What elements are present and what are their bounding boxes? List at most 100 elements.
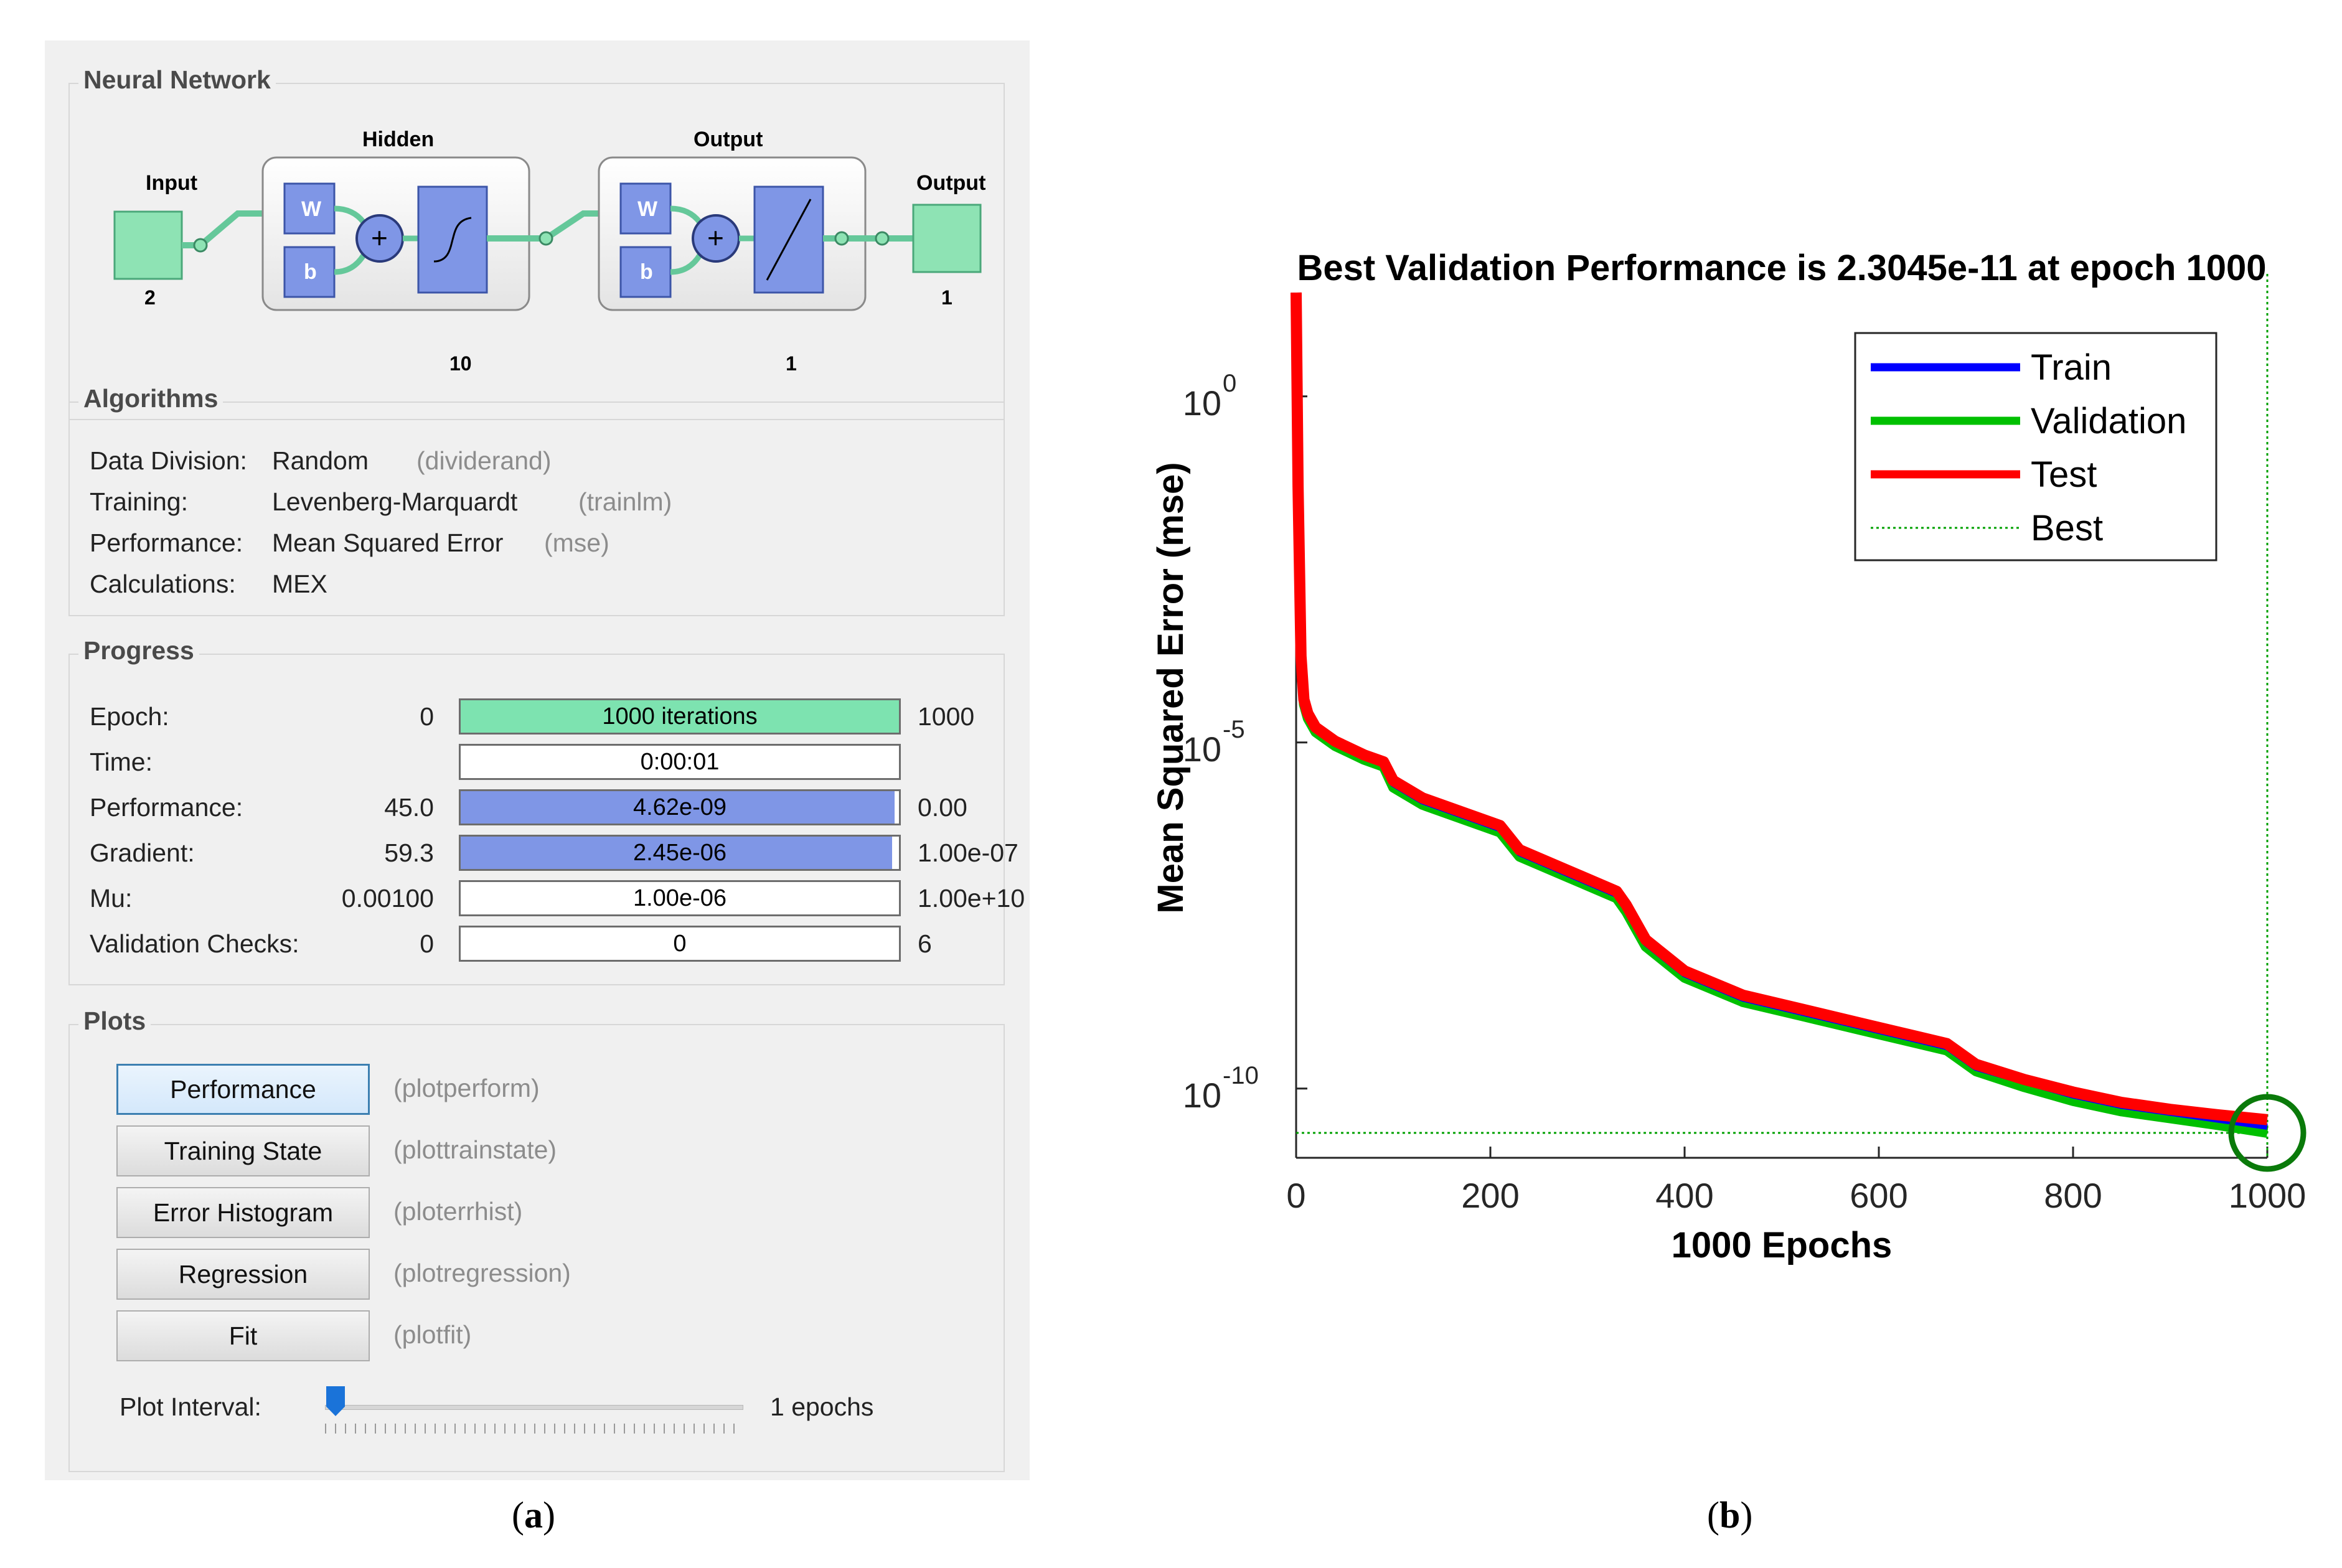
hidden-size: 10 xyxy=(449,352,472,375)
caption-b-close: ) xyxy=(1740,1495,1753,1536)
plot-function-name: (ploterrhist) xyxy=(393,1197,523,1226)
progress-group: Progress Epoch: 0 1000 iterations 1000 Time:… xyxy=(68,636,1025,985)
x-tick-label: 0 xyxy=(1286,1176,1305,1215)
plot-error-histogram-button[interactable]: Error Histogram xyxy=(116,1187,370,1238)
plot-regression-button[interactable]: Regression xyxy=(116,1249,370,1300)
y-axis-label: Mean Squared Error (mse) xyxy=(1150,462,1191,913)
x-tick-label: 400 xyxy=(1655,1176,1713,1215)
progress-current-value: 0:00:01 xyxy=(640,749,720,775)
plots-group: Plots Performance (plotperform) Training S… xyxy=(68,1007,1005,1472)
plot-training-state-button[interactable]: Training State xyxy=(116,1125,370,1176)
progress-bar: 4.62e-09 xyxy=(459,789,901,825)
progress-end-value: 0.00 xyxy=(918,793,967,822)
algorithm-label: Training: xyxy=(90,487,188,516)
plot-interval-slider-thumb[interactable] xyxy=(326,1386,345,1416)
series-line-test xyxy=(1291,292,2268,1125)
caption-a-open: ( xyxy=(512,1495,524,1536)
plot-interval-slider-track[interactable] xyxy=(325,1405,743,1410)
output-node xyxy=(912,204,982,273)
algorithm-label: Performance: xyxy=(90,528,243,557)
plot-interval-slider-ticks xyxy=(325,1424,742,1434)
caption-b: (b) xyxy=(1707,1494,1752,1537)
progress-bar-fill xyxy=(461,837,893,869)
progress-end-value: 1000 xyxy=(918,702,975,731)
plot-function-name: (plotregression) xyxy=(393,1259,571,1287)
progress-bar: 1.00e-06 xyxy=(459,880,901,916)
progress-current-value: 1.00e-06 xyxy=(633,885,727,911)
plot-function-name: (plotperform) xyxy=(393,1074,540,1102)
x-tick-label: 1000 xyxy=(2229,1176,2307,1215)
progress-current-value: 2.45e-06 xyxy=(633,840,727,866)
x-tick-label: 200 xyxy=(1461,1176,1519,1215)
output-junction-1 xyxy=(834,231,849,246)
y-tick-base: 10 xyxy=(1183,1076,1221,1115)
progress-bar: 1000 iterations xyxy=(459,698,901,735)
legend-label: Best xyxy=(2031,508,2103,548)
progress-bar: 0 xyxy=(459,926,901,962)
caption-a-close: ) xyxy=(542,1495,555,1536)
legend-label: Validation xyxy=(2031,401,2186,441)
hidden-bias-symbol: b xyxy=(304,260,317,284)
progress-start-value: 0 xyxy=(420,702,434,731)
y-tick-exponent: -5 xyxy=(1223,716,1245,743)
progress-bar: 0:00:01 xyxy=(459,744,901,780)
algorithm-label: Data Division: xyxy=(90,446,247,475)
algorithm-label: Calculations: xyxy=(90,570,236,598)
purelin-line xyxy=(766,199,812,281)
algorithms-group: Algorithms Data Division: Random (dividera… xyxy=(68,384,1005,616)
hidden-sum-symbol: + xyxy=(371,222,388,254)
algorithm-value: Mean Squared Error xyxy=(272,528,504,557)
plot-performance-button[interactable]: Performance xyxy=(116,1064,370,1115)
progress-current-value: 4.62e-09 xyxy=(633,794,727,820)
output-layer-label: Output xyxy=(694,128,763,151)
output-size: 1 xyxy=(941,286,952,309)
progress-start-value: 0 xyxy=(420,929,434,958)
output-bias-symbol: b xyxy=(640,260,653,284)
progress-label: Validation Checks: xyxy=(90,929,299,958)
algorithm-value: Random xyxy=(272,446,369,475)
plot-function-name: (plotfit) xyxy=(393,1320,472,1349)
progress-bar-fill xyxy=(461,791,895,824)
plot-fit-button[interactable]: Fit xyxy=(116,1310,370,1361)
legend-label: Train xyxy=(2031,347,2112,388)
progress-end-value: 1.00e-07 xyxy=(918,838,1018,867)
progress-start-value: 45.0 xyxy=(384,793,434,822)
output-layer-size: 1 xyxy=(786,352,797,375)
progress-start-value: 59.3 xyxy=(384,838,434,867)
y-tick-exponent: -10 xyxy=(1223,1062,1259,1089)
tansig-curve xyxy=(433,217,472,263)
output-sum-symbol: + xyxy=(707,222,724,254)
x-tick-label: 600 xyxy=(1850,1176,1907,1215)
x-tick-label: 800 xyxy=(2044,1176,2102,1215)
caption-a-letter: a xyxy=(524,1495,543,1536)
algorithm-value: Levenberg-Marquardt xyxy=(272,487,518,516)
y-tick-base: 10 xyxy=(1183,383,1221,423)
input-node xyxy=(113,210,183,280)
progress-bar: 2.45e-06 xyxy=(459,835,901,871)
progress-end-value: 1.00e+10 xyxy=(918,884,1025,913)
best-marker-circle xyxy=(2228,1094,2307,1172)
network-diagram: Input 2 Hidden W b + 10 Output xyxy=(113,128,985,375)
progress-bar-fill xyxy=(461,700,899,733)
plot-function-name: (plottrainstate) xyxy=(393,1135,557,1164)
hidden-bias-block xyxy=(283,246,336,298)
chart-title: Best Validation Performance is 2.3045e-1… xyxy=(1297,248,2266,288)
nntraintool-window: Neural Network Input 2 Hidden W b + xyxy=(45,40,1030,1480)
hidden-junction xyxy=(538,231,553,246)
hidden-sum-links xyxy=(334,205,366,275)
progress-label: Gradient: xyxy=(90,838,195,867)
caption-b-letter: b xyxy=(1719,1495,1741,1536)
output-sum-links xyxy=(670,205,702,275)
progress-end-value: 6 xyxy=(918,929,932,958)
x-axis-label: 1000 Epochs xyxy=(1672,1225,1893,1265)
algorithm-value: MEX xyxy=(272,570,327,598)
plot-interval-label: Plot Interval: xyxy=(120,1392,261,1421)
algorithms-title: Algorithms xyxy=(78,384,223,413)
progress-label: Performance: xyxy=(90,793,243,822)
progress-title: Progress xyxy=(78,636,199,665)
input-junction xyxy=(193,238,208,253)
input-size: 2 xyxy=(144,286,156,309)
progress-label: Epoch: xyxy=(90,702,169,731)
legend-label: Test xyxy=(2031,454,2097,495)
progress-label: Mu: xyxy=(90,884,133,913)
